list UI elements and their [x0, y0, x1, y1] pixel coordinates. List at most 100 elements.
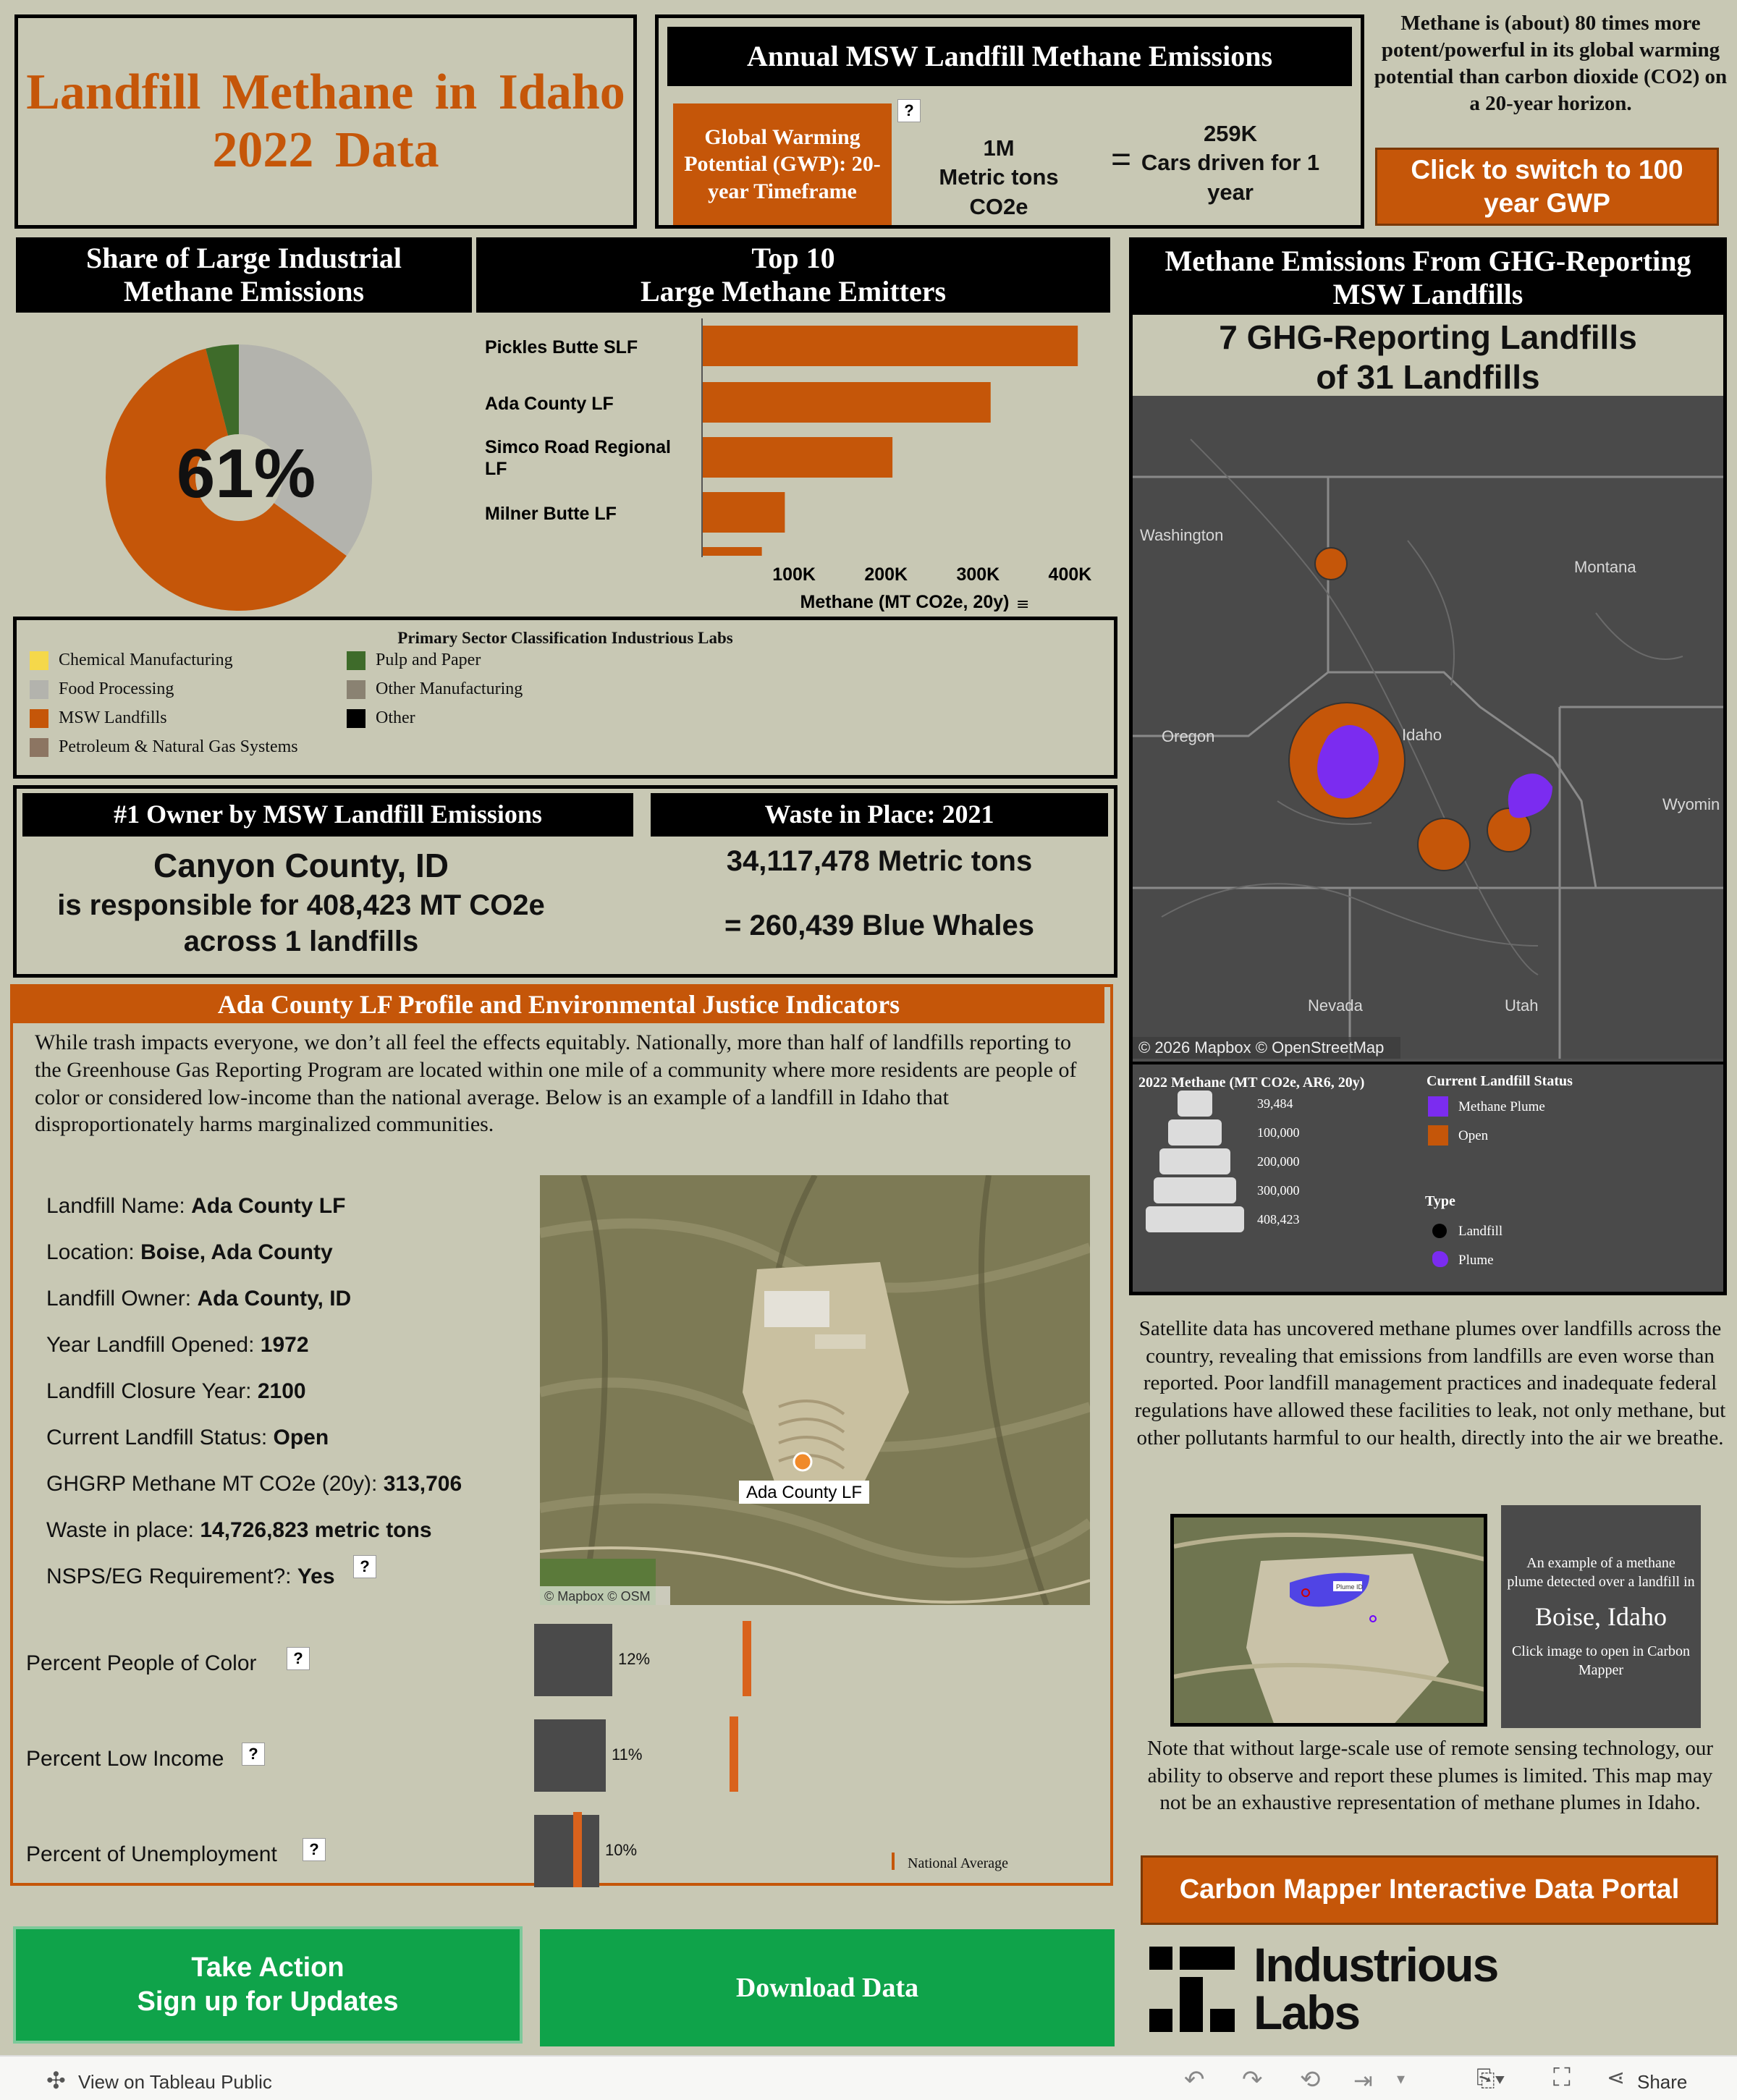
plume-tag: Plume ID: [1336, 1583, 1364, 1591]
emitter-bar[interactable]: [702, 547, 762, 556]
map-attribution[interactable]: © 2026 Mapbox © OpenStreetMap: [1138, 1038, 1384, 1057]
indicator-label: Percent People of Color: [26, 1651, 257, 1675]
size-legend-shape: [1178, 1091, 1212, 1117]
page-title: Landfill Methane in Idaho: [26, 64, 625, 120]
download-icon[interactable]: ⎘▾: [1476, 2065, 1505, 2091]
take-action-button[interactable]: Take Action Sign up for Updates: [13, 1926, 523, 2044]
cars-value: 259K: [1203, 121, 1258, 146]
indicator-bar[interactable]: [534, 1719, 606, 1792]
legend-label: Pulp and Paper: [376, 651, 481, 669]
profile-field-label: Year Landfill Opened:: [46, 1333, 261, 1357]
indicator-help-icon[interactable]: ?: [303, 1838, 326, 1861]
ada-county-marker[interactable]: [793, 1452, 813, 1472]
landfill-marker[interactable]: [1417, 818, 1471, 871]
pie-slice[interactable]: [239, 344, 373, 556]
legend-item[interactable]: MSW Landfills: [30, 708, 167, 728]
profile-field: Year Landfill Opened: 1972: [46, 1333, 309, 1358]
legend-label: MSW Landfills: [59, 708, 167, 727]
plume-card[interactable]: An example of a methane plume detected o…: [1501, 1505, 1701, 1728]
map-subtitle-line1: 7 GHG-Reporting Landfills: [1219, 318, 1637, 356]
sat-attribution[interactable]: © Mapbox © OSM: [544, 1589, 651, 1604]
switch-gwp-button[interactable]: Click to switch to 100 year GWP: [1375, 148, 1719, 226]
gwp-label: Global Warming Potential (GWP): 20-year …: [673, 103, 892, 225]
type-plume-label: Plume: [1458, 1253, 1494, 1268]
undo-icon[interactable]: ↶: [1184, 2066, 1205, 2093]
take-action-label: Take Action: [191, 1952, 345, 1983]
plume-example-image[interactable]: Plume ID: [1170, 1514, 1487, 1727]
indicator-help-icon[interactable]: ?: [287, 1647, 310, 1670]
top10-header-line2: Large Methane Emitters: [640, 275, 947, 308]
cars-equivalent: 259K Cars driven for 1 year: [1107, 119, 1353, 207]
ada-county-satellite-map[interactable]: Ada County LF © Mapbox © OSM: [540, 1175, 1090, 1605]
landfill-marker[interactable]: [1314, 547, 1348, 580]
co2-equivalent: 1M Metric tons CO2e: [908, 134, 1089, 221]
legend-swatch: [30, 737, 48, 757]
share-header: Share of Large Industrial Methane Emissi…: [16, 237, 472, 313]
share-button[interactable]: Share: [1637, 2071, 1688, 2093]
share-icon[interactable]: ⋖: [1607, 2066, 1626, 2090]
view-on-tableau-link[interactable]: View on Tableau Public: [78, 2071, 272, 2093]
profile-field: Current Landfill Status: Open: [46, 1426, 329, 1450]
emitter-label: Simco Road Regional: [485, 437, 671, 457]
gwp-help-icon[interactable]: ?: [897, 99, 921, 122]
profile-field: Landfill Closure Year: 2100: [46, 1379, 306, 1404]
redo-icon[interactable]: ↷: [1242, 2066, 1263, 2093]
size-legend-shape: [1159, 1148, 1230, 1174]
emitter-bar[interactable]: [702, 326, 1078, 366]
carbon-mapper-portal-label: Carbon Mapper Interactive Data Portal: [1179, 1874, 1680, 1905]
legend-swatch: [30, 651, 48, 670]
x-tick-label: 300K: [956, 564, 999, 585]
legend-item[interactable]: Food Processing: [30, 679, 174, 699]
dropdown-chevron-icon[interactable]: ▾: [1397, 2070, 1406, 2088]
ada-county-map-label: Ada County LF: [746, 1483, 862, 1502]
emitter-label: LF: [485, 459, 507, 479]
indicator-bar[interactable]: [534, 1815, 599, 1887]
indicator-bar[interactable]: [534, 1624, 612, 1696]
x-axis-label: Methane (MT CO2e, 20y): [800, 592, 1010, 612]
landfill-map[interactable]: Washington Montana Oregon Idaho Wyomin N…: [1133, 396, 1723, 1059]
map-header: Methane Emissions From GHG-Reporting MSW…: [1133, 241, 1723, 315]
legend-item[interactable]: Petroleum & Natural Gas Systems: [30, 737, 298, 757]
state-label-idaho: Idaho: [1402, 726, 1442, 744]
plume-card-line1: An example of a methane plume detected o…: [1507, 1555, 1695, 1590]
nsps-help-icon[interactable]: ?: [353, 1555, 376, 1578]
owner-name: Canyon County, ID: [153, 847, 449, 884]
legend-swatch: [347, 708, 365, 728]
legend-item[interactable]: Other: [347, 708, 415, 728]
profile-field-label: Waste in place:: [46, 1518, 200, 1542]
indicator-value: 11%: [612, 1745, 643, 1764]
legend-item[interactable]: Other Manufacturing: [347, 679, 523, 699]
download-data-button[interactable]: Download Data: [540, 1929, 1115, 2046]
legend-label: Food Processing: [59, 679, 174, 698]
annual-header: Annual MSW Landfill Methane Emissions: [667, 27, 1352, 86]
national-average-legend-mark: [892, 1853, 895, 1870]
map-panel: Methane Emissions From GHG-Reporting MSW…: [1129, 237, 1727, 1295]
remote-sensing-note: Note that without large-scale use of rem…: [1147, 1737, 1713, 1815]
emitter-bar[interactable]: [702, 437, 893, 478]
logo-line2: Labs: [1254, 1986, 1361, 2039]
revert-icon[interactable]: ⟲: [1300, 2066, 1321, 2093]
profile-field-value: Boise, Ada County: [140, 1240, 333, 1264]
profile-field-label: Landfill Name:: [46, 1194, 192, 1218]
owner-box: #1 Owner by MSW Landfill Emissions Waste…: [13, 785, 1117, 978]
profile-field: Landfill Name: Ada County LF: [46, 1194, 345, 1219]
methane-plume[interactable]: [1317, 725, 1379, 799]
owner-header: #1 Owner by MSW Landfill Emissions: [22, 793, 633, 837]
profile-field-value: Ada County LF: [191, 1194, 346, 1218]
top10-header: Top 10 Large Methane Emitters: [476, 237, 1110, 313]
legend-item[interactable]: Pulp and Paper: [347, 651, 481, 670]
indicator-help-icon[interactable]: ?: [242, 1743, 265, 1766]
legend-item[interactable]: Chemical Manufacturing: [30, 651, 233, 670]
carbon-mapper-portal-button[interactable]: Carbon Mapper Interactive Data Portal: [1141, 1855, 1718, 1925]
profile-field: GHGRP Methane MT CO2e (20y): 313,706: [46, 1472, 462, 1496]
methane-plume[interactable]: [1508, 774, 1552, 818]
fullscreen-icon[interactable]: ⛶: [1553, 2064, 1571, 2091]
status-plume-swatch: [1428, 1096, 1448, 1117]
size-legend-shape: [1168, 1119, 1222, 1146]
pause-icon[interactable]: ⇥: [1353, 2067, 1373, 2093]
sort-icon[interactable]: ≡: [1016, 596, 1029, 614]
profile-field-label: Current Landfill Status:: [46, 1426, 274, 1449]
industrious-labs-logo-icon: [1149, 1947, 1235, 2032]
emitter-bar[interactable]: [702, 492, 785, 533]
emitter-bar[interactable]: [702, 382, 991, 423]
